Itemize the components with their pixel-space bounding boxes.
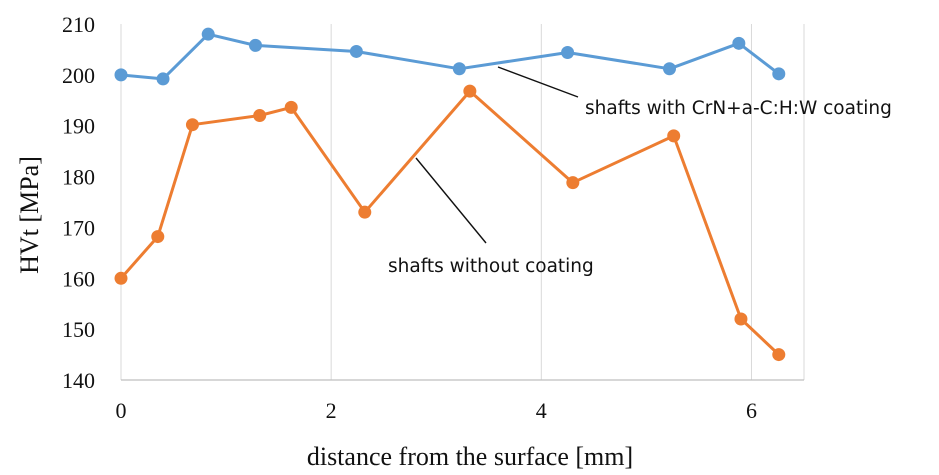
series-line bbox=[120, 32, 780, 81]
y-tick-label: 170 bbox=[62, 215, 95, 240]
x-tick-label: 0 bbox=[116, 398, 127, 423]
x-tick-label: 2 bbox=[326, 398, 337, 423]
data-point bbox=[248, 38, 262, 52]
data-point bbox=[561, 45, 575, 59]
data-point bbox=[452, 62, 466, 76]
data-point bbox=[284, 100, 298, 114]
data-point bbox=[463, 84, 477, 98]
y-tick-label: 210 bbox=[62, 12, 95, 37]
data-point bbox=[185, 118, 199, 132]
annotation-leader-line bbox=[497, 66, 579, 98]
series-layer bbox=[114, 27, 786, 362]
annotations: shafts with CrN+a-C:H:W coating shafts wi… bbox=[388, 66, 892, 277]
data-point bbox=[732, 36, 746, 50]
data-point bbox=[151, 230, 165, 244]
tick-labels: 140 150 160 170 180 190 200 210 0 2 4 6 bbox=[62, 12, 757, 423]
data-point bbox=[358, 205, 372, 219]
annotation-leader-line bbox=[415, 157, 487, 244]
series-1 bbox=[114, 27, 786, 86]
data-point bbox=[734, 312, 748, 326]
y-tick-label: 160 bbox=[62, 266, 95, 291]
y-tick-label: 200 bbox=[62, 63, 95, 88]
annotation-label: shafts with CrN+a-C:H:W coating bbox=[585, 98, 892, 119]
data-point bbox=[566, 176, 580, 190]
data-point bbox=[156, 72, 170, 86]
series-2 bbox=[114, 84, 786, 362]
y-tick-label: 140 bbox=[62, 368, 95, 393]
y-tick-label: 180 bbox=[62, 165, 95, 190]
data-point bbox=[772, 67, 786, 81]
data-point bbox=[772, 348, 786, 362]
y-tick-label: 190 bbox=[62, 114, 95, 139]
y-axis-title: HVt [MPa] bbox=[15, 156, 44, 274]
grid-lines bbox=[120, 24, 805, 380]
x-axis-title: distance from the surface [mm] bbox=[307, 442, 633, 471]
data-point bbox=[349, 44, 363, 58]
x-tick-label: 4 bbox=[536, 398, 547, 423]
data-point bbox=[253, 109, 267, 123]
annotation-label: shafts without coating bbox=[388, 256, 594, 277]
data-point bbox=[663, 62, 677, 76]
x-tick-label: 6 bbox=[746, 398, 757, 423]
data-point bbox=[201, 27, 215, 41]
data-point bbox=[114, 271, 128, 285]
series-line bbox=[119, 89, 780, 356]
data-point bbox=[667, 129, 681, 143]
data-point bbox=[114, 68, 128, 82]
y-tick-label: 150 bbox=[62, 317, 95, 342]
